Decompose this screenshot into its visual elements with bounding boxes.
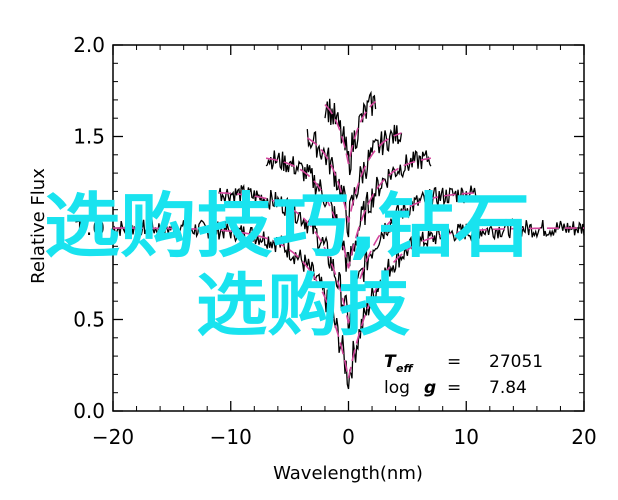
x-tick-label: 0 [342,425,355,449]
model-fit-line [113,227,584,379]
model-fit-line [265,157,432,269]
logg-value: 7.84 [489,378,527,398]
y-tick-label: 0.5 [73,308,105,332]
y-axis-title: Relative Flux [28,168,49,284]
teff-subscript: eff [396,362,414,375]
observed-spectrum-line [218,183,479,334]
axis-ticks [112,44,585,412]
teff-equals: = [447,352,461,372]
logg-symbol: g [424,378,436,398]
watermark-line-2: 选购技 [196,267,410,346]
x-tick-label: 10 [454,425,479,449]
observed-spectrum-line [112,217,585,390]
tick-labels: −20 −10 0 10 20 0.0 0.5 1.0 1.5 2.0 [73,33,597,449]
watermark-overlay: 选购技巧,钻石 选购技 [44,185,530,346]
logg-label: log [384,378,410,398]
x-tick-label: −20 [92,425,134,449]
x-tick-label: 20 [571,425,596,449]
y-tick-label: 1.5 [73,125,105,149]
teff-value: 27051 [489,352,543,372]
watermark-line-1: 选购技巧,钻石 [44,185,530,267]
model-fit-line [218,191,479,324]
x-axis-title: Wavelength(nm) [273,463,423,484]
x-tick-label: −10 [210,425,252,449]
y-tick-label: 0.0 [73,399,105,423]
model-fit-line [324,100,377,165]
observed-spectrum-line [265,150,432,272]
model-fit-line [306,132,402,223]
series-layer [112,90,585,390]
y-tick-label: 1.0 [73,216,105,240]
y-tick-label: 2.0 [73,33,105,57]
teff-symbol: T [384,352,397,372]
parameter-annotation: T eff = 27051 log g = 7.84 [384,352,543,398]
logg-equals: = [447,378,461,398]
observed-spectrum-line [324,90,377,176]
